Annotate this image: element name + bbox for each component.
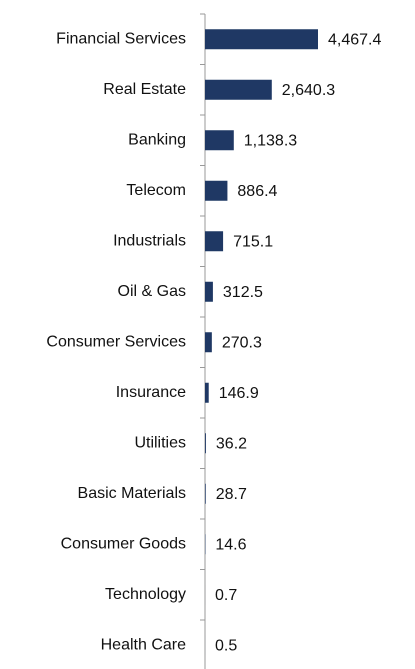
category-label: Health Care [101,636,186,653]
category-label: Consumer Goods [61,535,186,552]
bar [205,382,209,403]
category-label: Industrials [113,232,186,249]
bar [205,231,224,252]
bar [205,433,206,454]
bar [205,483,206,504]
value-label: 886.4 [237,183,277,200]
value-label: 4,467.4 [328,31,381,48]
category-label: Oil & Gas [118,283,186,300]
value-label: 2,640.3 [282,82,335,99]
bar [205,281,213,302]
value-label: 146.9 [219,385,259,402]
value-label: 312.5 [223,284,263,301]
value-label: 0.7 [215,587,237,604]
category-label: Telecom [126,182,186,199]
bar [205,332,212,353]
category-label: Consumer Services [46,333,186,350]
category-label: Utilities [134,434,186,451]
category-label: Basic Materials [78,485,186,502]
category-label: Real Estate [103,81,186,98]
bar [205,79,272,100]
value-label: 36.2 [216,435,247,452]
category-label: Banking [128,131,186,148]
value-label: 270.3 [222,334,262,351]
value-label: 0.5 [215,637,237,654]
value-label: 14.6 [215,536,246,553]
bar [205,180,228,201]
category-label: Technology [105,586,186,603]
value-label: 28.7 [216,486,247,503]
bar [205,130,234,151]
category-label: Financial Services [56,30,186,47]
bar [205,29,318,50]
category-label: Insurance [116,384,186,401]
value-label: 1,138.3 [244,132,297,149]
value-label: 715.1 [233,233,273,250]
